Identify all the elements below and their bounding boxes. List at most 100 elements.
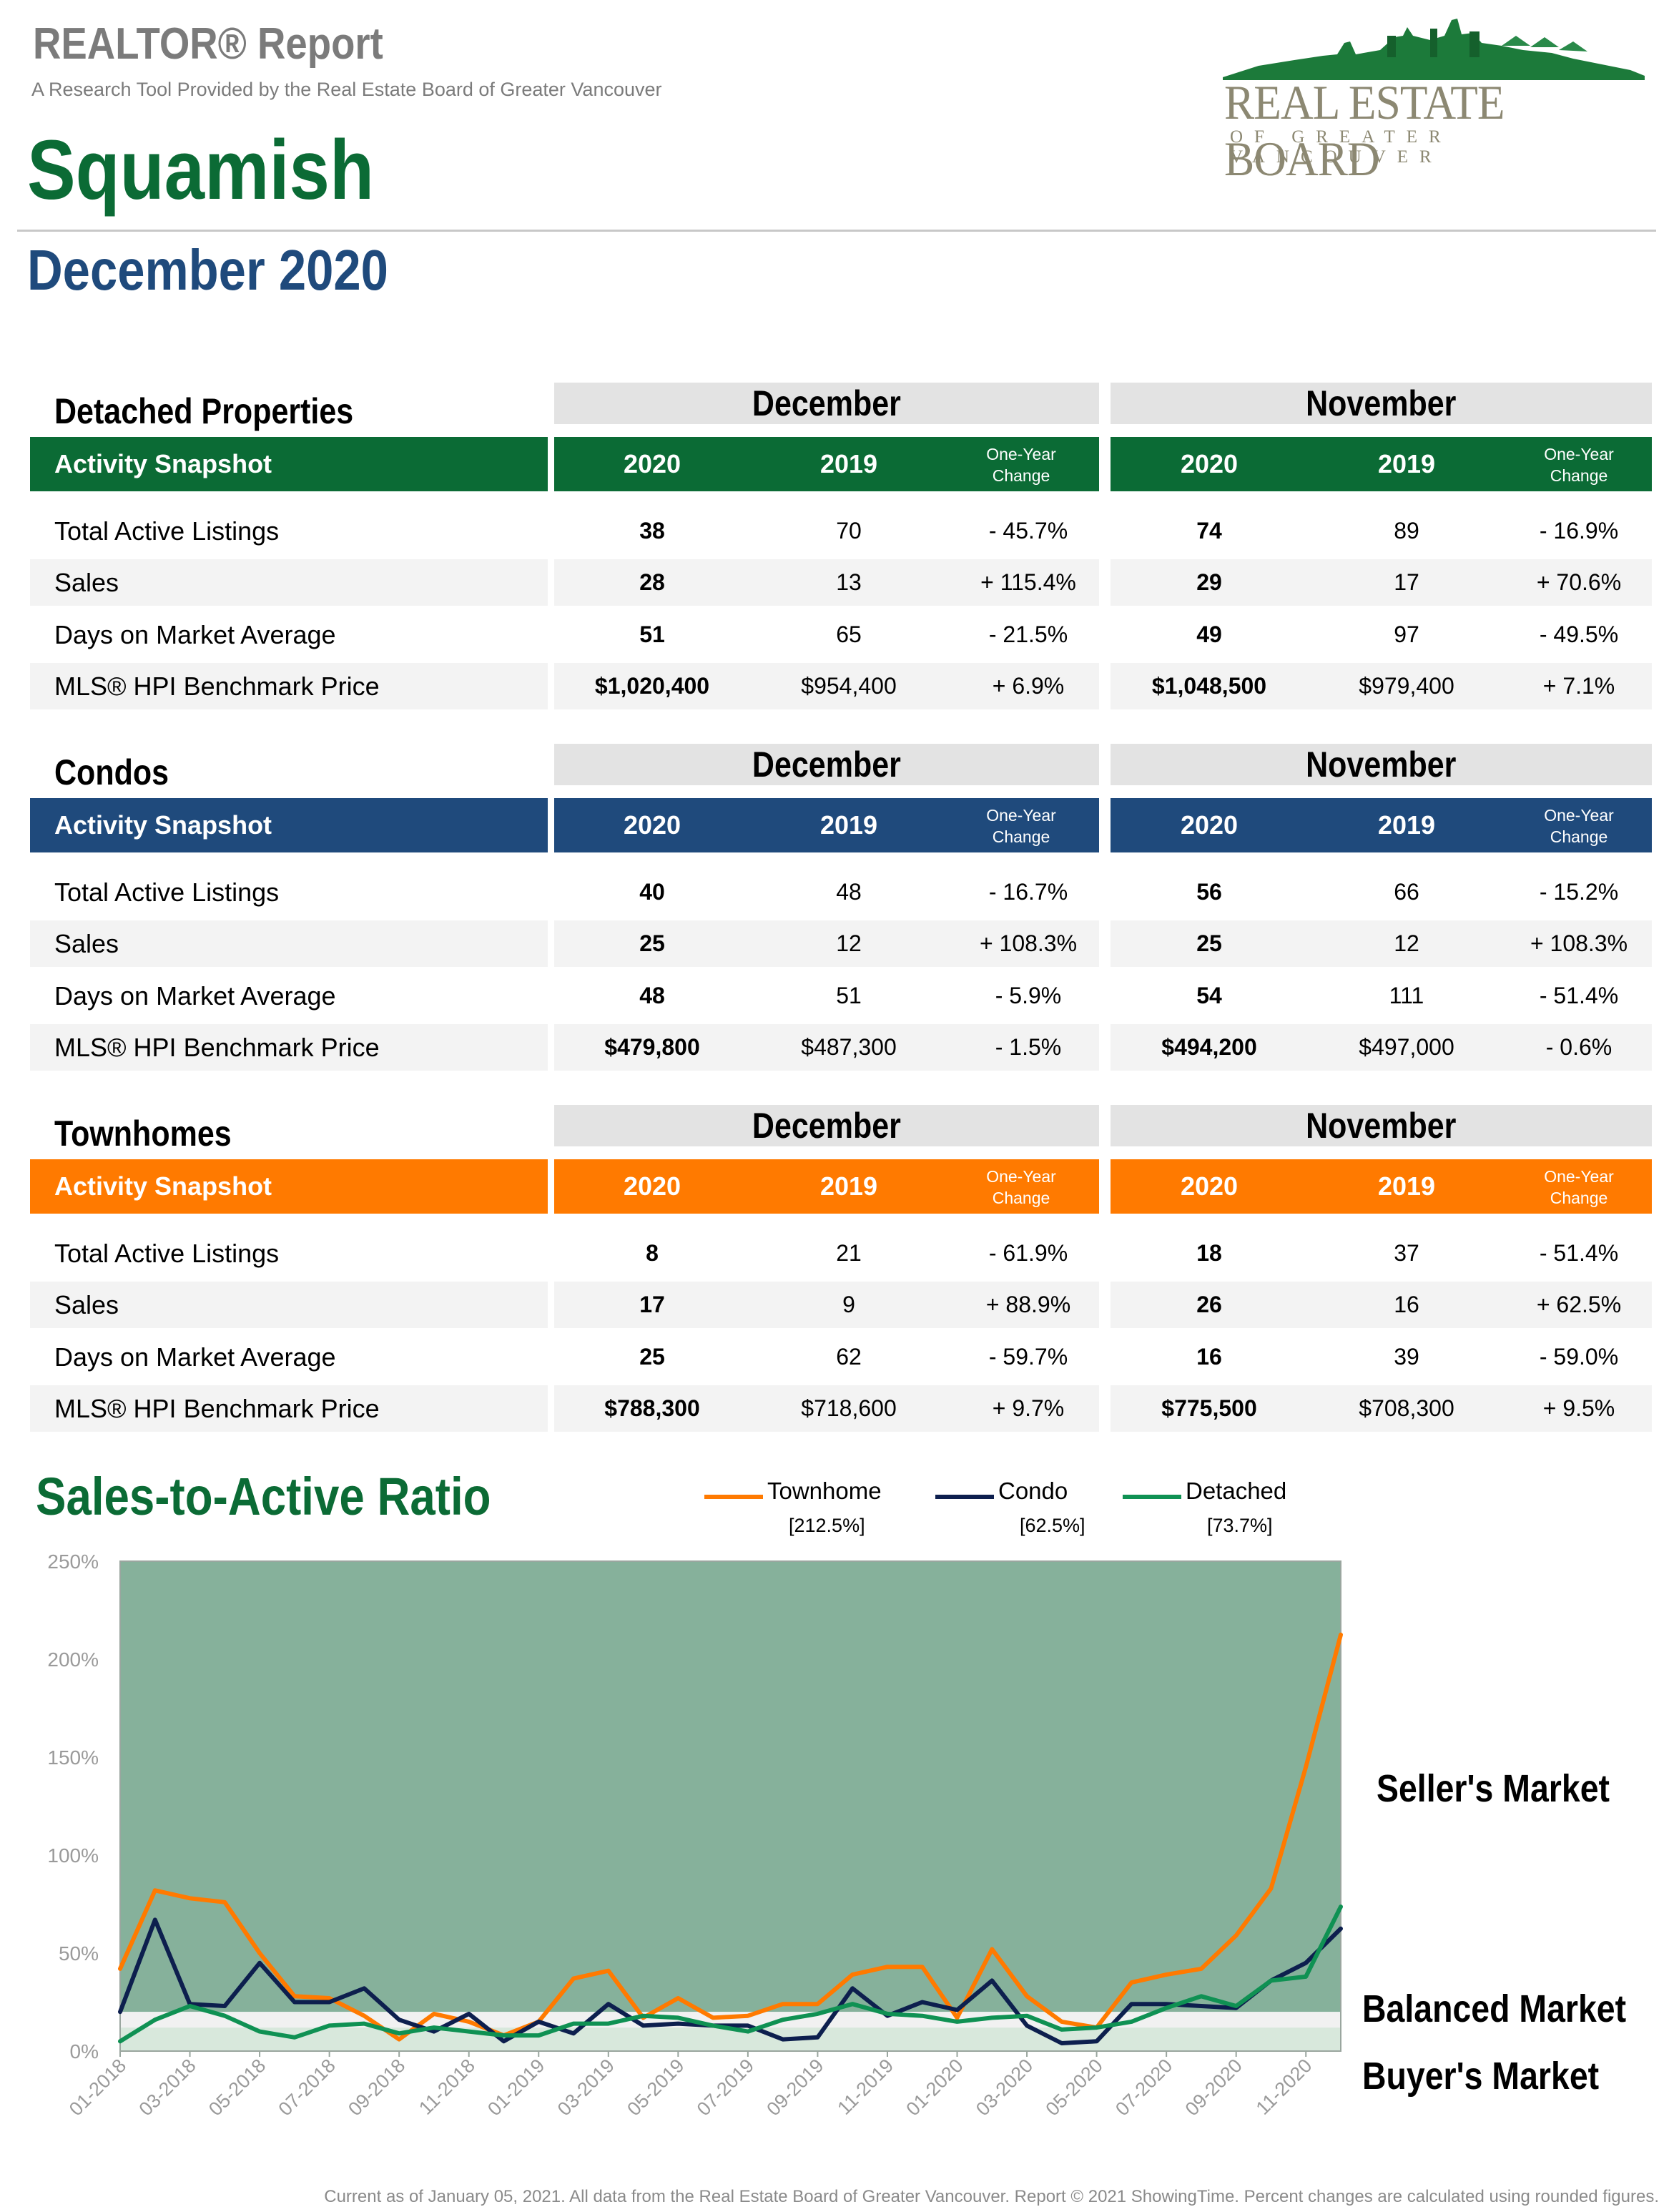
x-tick-label: 05-2018: [205, 2055, 270, 2120]
table-row: MLS® HPI Benchmark Price $788,300 $718,600…: [0, 1385, 1679, 1432]
x-tick-label: 11-2019: [833, 2055, 897, 2119]
logo-name: REAL ESTATE BOARD: [1224, 75, 1505, 186]
cell-nov-2020: 49: [1196, 621, 1222, 647]
month-header-current: December: [554, 1105, 1099, 1146]
cell-nov-2020: $494,200: [1161, 1034, 1257, 1060]
logo-subtitle: OF GREATER VANCOUVER: [1230, 127, 1452, 167]
prior-month-columns: [1111, 798, 1652, 852]
cell-dec-2019: 62: [836, 1344, 862, 1370]
row-label: Sales: [54, 929, 119, 958]
legend-current-value: [62.5%]: [1020, 1515, 1085, 1536]
cell-nov-change: - 59.0%: [1539, 1344, 1619, 1370]
prior-month-columns: [1111, 437, 1652, 491]
cell-dec-2020: 38: [639, 518, 665, 544]
cell-nov-change: - 51.4%: [1539, 983, 1619, 1008]
snapshot-label: Activity Snapshot: [54, 1171, 272, 1201]
cell-dec-2019: $487,300: [801, 1034, 897, 1060]
cell-nov-change: + 70.6%: [1536, 569, 1622, 595]
cell-dec-2020: 8: [646, 1240, 659, 1266]
x-tick-label: 07-2019: [693, 2055, 758, 2120]
year-prior-header: 2019: [1377, 810, 1436, 840]
cell-nov-change: + 62.5%: [1536, 1292, 1622, 1317]
cell-dec-2019: 70: [836, 518, 862, 544]
cell-dec-2019: 13: [836, 569, 862, 595]
legend-current-value: [73.7%]: [1207, 1515, 1273, 1536]
cell-nov-2020: 18: [1196, 1240, 1222, 1266]
x-tick-label: 11-2018: [415, 2055, 479, 2119]
legend-swatch: [704, 1495, 763, 1499]
change-header: One-Year Change: [986, 1167, 1056, 1207]
report-title: REALTOR® Report: [33, 19, 383, 69]
prior-month-columns: [1111, 1159, 1652, 1214]
x-tick-label: 07-2018: [275, 2055, 340, 2120]
table-row: MLS® HPI Benchmark Price $1,020,400 $954,4…: [0, 663, 1679, 709]
snapshot-header: Activity Snapshot: [30, 437, 548, 491]
x-tick-label: 09-2019: [762, 2055, 827, 2120]
year-current-header: 2020: [623, 810, 681, 840]
cell-dec-change: + 6.9%: [992, 673, 1065, 699]
cell-dec-2020: 48: [639, 983, 665, 1008]
plot-area: [119, 1560, 1341, 2052]
cell-dec-2019: $718,600: [801, 1395, 897, 1421]
legend-series-name: Condo: [998, 1478, 1068, 1504]
x-tick-label: 09-2020: [1181, 2055, 1246, 2120]
row-label: Days on Market Average: [54, 981, 336, 1011]
row-label: Days on Market Average: [54, 620, 336, 649]
market-zone-1: [120, 2012, 1341, 2028]
cell-dec-change: - 59.7%: [988, 1344, 1068, 1370]
current-month-columns: [554, 798, 1099, 852]
cell-nov-2020: 54: [1196, 983, 1222, 1008]
series-line-townhome: [118, 1632, 1343, 2042]
cell-nov-2019: $708,300: [1359, 1395, 1454, 1421]
cell-nov-change: + 9.5%: [1542, 1395, 1615, 1421]
row-label: MLS® HPI Benchmark Price: [54, 672, 380, 701]
cell-dec-change: + 9.7%: [992, 1395, 1065, 1421]
report-period: December 2020: [27, 238, 388, 302]
section-condos: Condos December November Activity Snapshot 2…: [0, 744, 1679, 1073]
section-title: Condos: [54, 752, 169, 792]
market-zone-2: [120, 2027, 1341, 2051]
market-zone-0: [120, 1561, 1341, 2012]
y-tick-label: 100%: [47, 1844, 99, 1867]
cell-dec-change: - 61.9%: [988, 1240, 1068, 1266]
section-townhomes: Townhomes December November Activity Snapsh…: [0, 1105, 1679, 1434]
cell-dec-2019: 51: [836, 983, 862, 1008]
cell-dec-change: - 1.5%: [995, 1034, 1062, 1060]
cell-nov-2019: 12: [1394, 930, 1419, 956]
year-current-header: 2020: [623, 1171, 681, 1201]
cell-nov-2019: $979,400: [1359, 673, 1454, 699]
cell-dec-2019: 9: [842, 1292, 855, 1317]
cell-dec-change: + 115.4%: [980, 569, 1076, 595]
snapshot-label: Activity Snapshot: [54, 810, 272, 840]
cell-nov-2020: $1,048,500: [1151, 673, 1267, 699]
legend-current-value: [212.5%]: [789, 1515, 865, 1536]
area-name: Squamish: [27, 123, 374, 217]
cell-nov-2019: 111: [1389, 983, 1424, 1008]
y-tick-label: 200%: [47, 1648, 99, 1671]
month-header-prior: November: [1111, 744, 1652, 785]
section-detached: Detached Properties December November Activ…: [0, 383, 1679, 712]
year-current-header: 2020: [1180, 810, 1239, 840]
cell-dec-2020: 51: [639, 621, 665, 647]
change-header: One-Year Change: [1544, 1167, 1614, 1207]
cell-dec-change: - 5.9%: [995, 983, 1062, 1008]
cell-dec-2020: 17: [639, 1292, 665, 1317]
cell-nov-change: - 49.5%: [1539, 621, 1619, 647]
cell-dec-2020: 40: [639, 879, 665, 905]
x-tick-label: 01-2019: [483, 2055, 548, 2120]
cell-dec-2020: $788,300: [604, 1395, 700, 1421]
row-label: Sales: [54, 1290, 119, 1319]
row-label: Total Active Listings: [54, 1239, 280, 1268]
month-header-current: December: [554, 744, 1099, 785]
cell-nov-2019: 16: [1394, 1292, 1419, 1317]
section-title: Townhomes: [54, 1114, 232, 1154]
sellers-market-label: Seller's Market: [1377, 1767, 1610, 1810]
year-prior-header: 2019: [819, 1171, 878, 1201]
x-tick-label: 11-2020: [1252, 2055, 1316, 2119]
legend-swatch: [935, 1495, 994, 1499]
row-label: MLS® HPI Benchmark Price: [54, 1033, 380, 1062]
table-row: Sales 28 13 + 115.4% 29 17 + 70.6%: [0, 559, 1679, 606]
cell-nov-2019: 66: [1394, 879, 1419, 905]
month-header-prior: November: [1111, 1105, 1652, 1146]
x-tick-label: 05-2019: [623, 2055, 688, 2120]
